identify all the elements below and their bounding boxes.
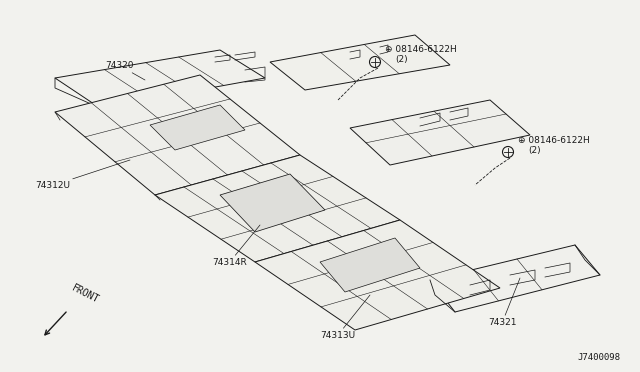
Text: 74314R: 74314R bbox=[212, 225, 260, 267]
Text: 74320: 74320 bbox=[105, 61, 145, 80]
Polygon shape bbox=[55, 75, 300, 195]
Text: (2): (2) bbox=[395, 55, 408, 64]
Text: 74313U: 74313U bbox=[320, 295, 370, 340]
Text: ⊕ 08146-6122H: ⊕ 08146-6122H bbox=[385, 45, 457, 54]
Polygon shape bbox=[255, 220, 500, 330]
Text: 74321: 74321 bbox=[488, 278, 520, 327]
Polygon shape bbox=[320, 238, 420, 292]
Polygon shape bbox=[55, 50, 265, 108]
Polygon shape bbox=[150, 105, 245, 150]
Polygon shape bbox=[350, 100, 530, 165]
Text: (2): (2) bbox=[528, 146, 541, 155]
Text: FRONT: FRONT bbox=[70, 283, 100, 305]
Text: ⊕ 08146-6122H: ⊕ 08146-6122H bbox=[518, 136, 589, 145]
Text: J7400098: J7400098 bbox=[577, 353, 620, 362]
Polygon shape bbox=[220, 174, 325, 232]
Text: 74312U: 74312U bbox=[35, 160, 130, 190]
Polygon shape bbox=[430, 245, 600, 312]
Polygon shape bbox=[155, 155, 400, 262]
Polygon shape bbox=[270, 35, 450, 90]
